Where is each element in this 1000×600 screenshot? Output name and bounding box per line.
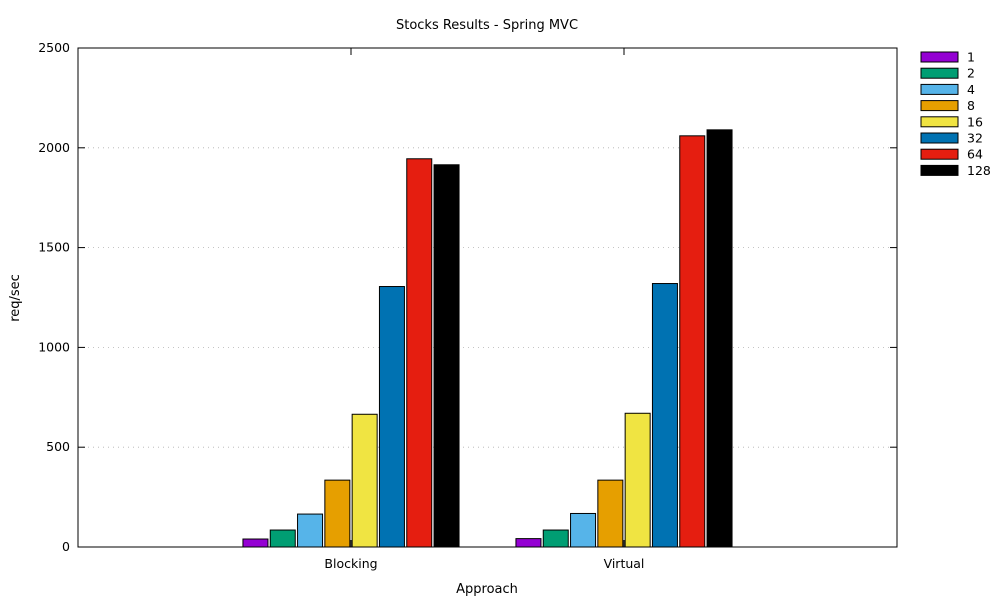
legend-label-128: 128 bbox=[967, 163, 991, 178]
chart-title: Stocks Results - Spring MVC bbox=[396, 18, 578, 33]
bar-blocking-64 bbox=[406, 158, 433, 548]
legend-swatch-64 bbox=[920, 148, 959, 160]
bar-virtual-32 bbox=[651, 283, 678, 548]
legend-swatch-4 bbox=[920, 83, 959, 95]
legend-label-2: 2 bbox=[967, 66, 975, 81]
bar-virtual-2 bbox=[542, 529, 569, 548]
legend-swatch-16 bbox=[920, 116, 959, 128]
bars bbox=[242, 129, 733, 548]
bar-virtual-128 bbox=[706, 129, 733, 548]
y-tick-label: 500 bbox=[46, 439, 70, 454]
y-axis-label: req/sec bbox=[8, 274, 23, 322]
legend-swatch-2 bbox=[920, 67, 959, 79]
bar-virtual-1 bbox=[515, 538, 542, 548]
y-tick-label: 2000 bbox=[38, 140, 70, 155]
legend-swatch-8 bbox=[920, 100, 959, 112]
legend-label-16: 16 bbox=[967, 114, 983, 129]
legend-swatch-32 bbox=[920, 132, 959, 144]
bar-blocking-8 bbox=[324, 479, 351, 548]
bar-blocking-4 bbox=[297, 513, 324, 548]
y-tick-label: 1500 bbox=[38, 240, 70, 255]
legend-label-1: 1 bbox=[967, 50, 975, 65]
bar-virtual-4 bbox=[570, 512, 597, 548]
x-axis-label: Approach bbox=[456, 582, 518, 597]
legend-label-32: 32 bbox=[967, 131, 983, 146]
y-tick-label: 1000 bbox=[38, 339, 70, 354]
bar-virtual-64 bbox=[679, 135, 706, 548]
legend-label-64: 64 bbox=[967, 147, 983, 162]
bar-virtual-16 bbox=[624, 412, 651, 548]
bar-virtual-8 bbox=[597, 479, 624, 548]
x-tick-label: Virtual bbox=[604, 556, 645, 571]
bar-blocking-32 bbox=[378, 286, 405, 548]
legend-swatch-128 bbox=[920, 164, 959, 176]
legend-swatch-1 bbox=[920, 51, 959, 63]
bar-blocking-2 bbox=[269, 529, 296, 548]
bar-blocking-16 bbox=[351, 413, 378, 548]
legend-label-4: 4 bbox=[967, 82, 975, 97]
axis-ticks: 0 500 1000 1500 2000 2500 Blocking Virtual bbox=[38, 40, 897, 571]
bar-blocking-1 bbox=[242, 538, 269, 548]
y-tick-label: 2500 bbox=[38, 40, 70, 55]
grid-lines bbox=[78, 147, 897, 448]
y-tick-label: 0 bbox=[62, 539, 70, 554]
legend-label-8: 8 bbox=[967, 98, 975, 113]
plot-area-frame bbox=[77, 47, 898, 548]
x-tick-label: Blocking bbox=[324, 556, 377, 571]
bar-blocking-128 bbox=[433, 164, 460, 548]
